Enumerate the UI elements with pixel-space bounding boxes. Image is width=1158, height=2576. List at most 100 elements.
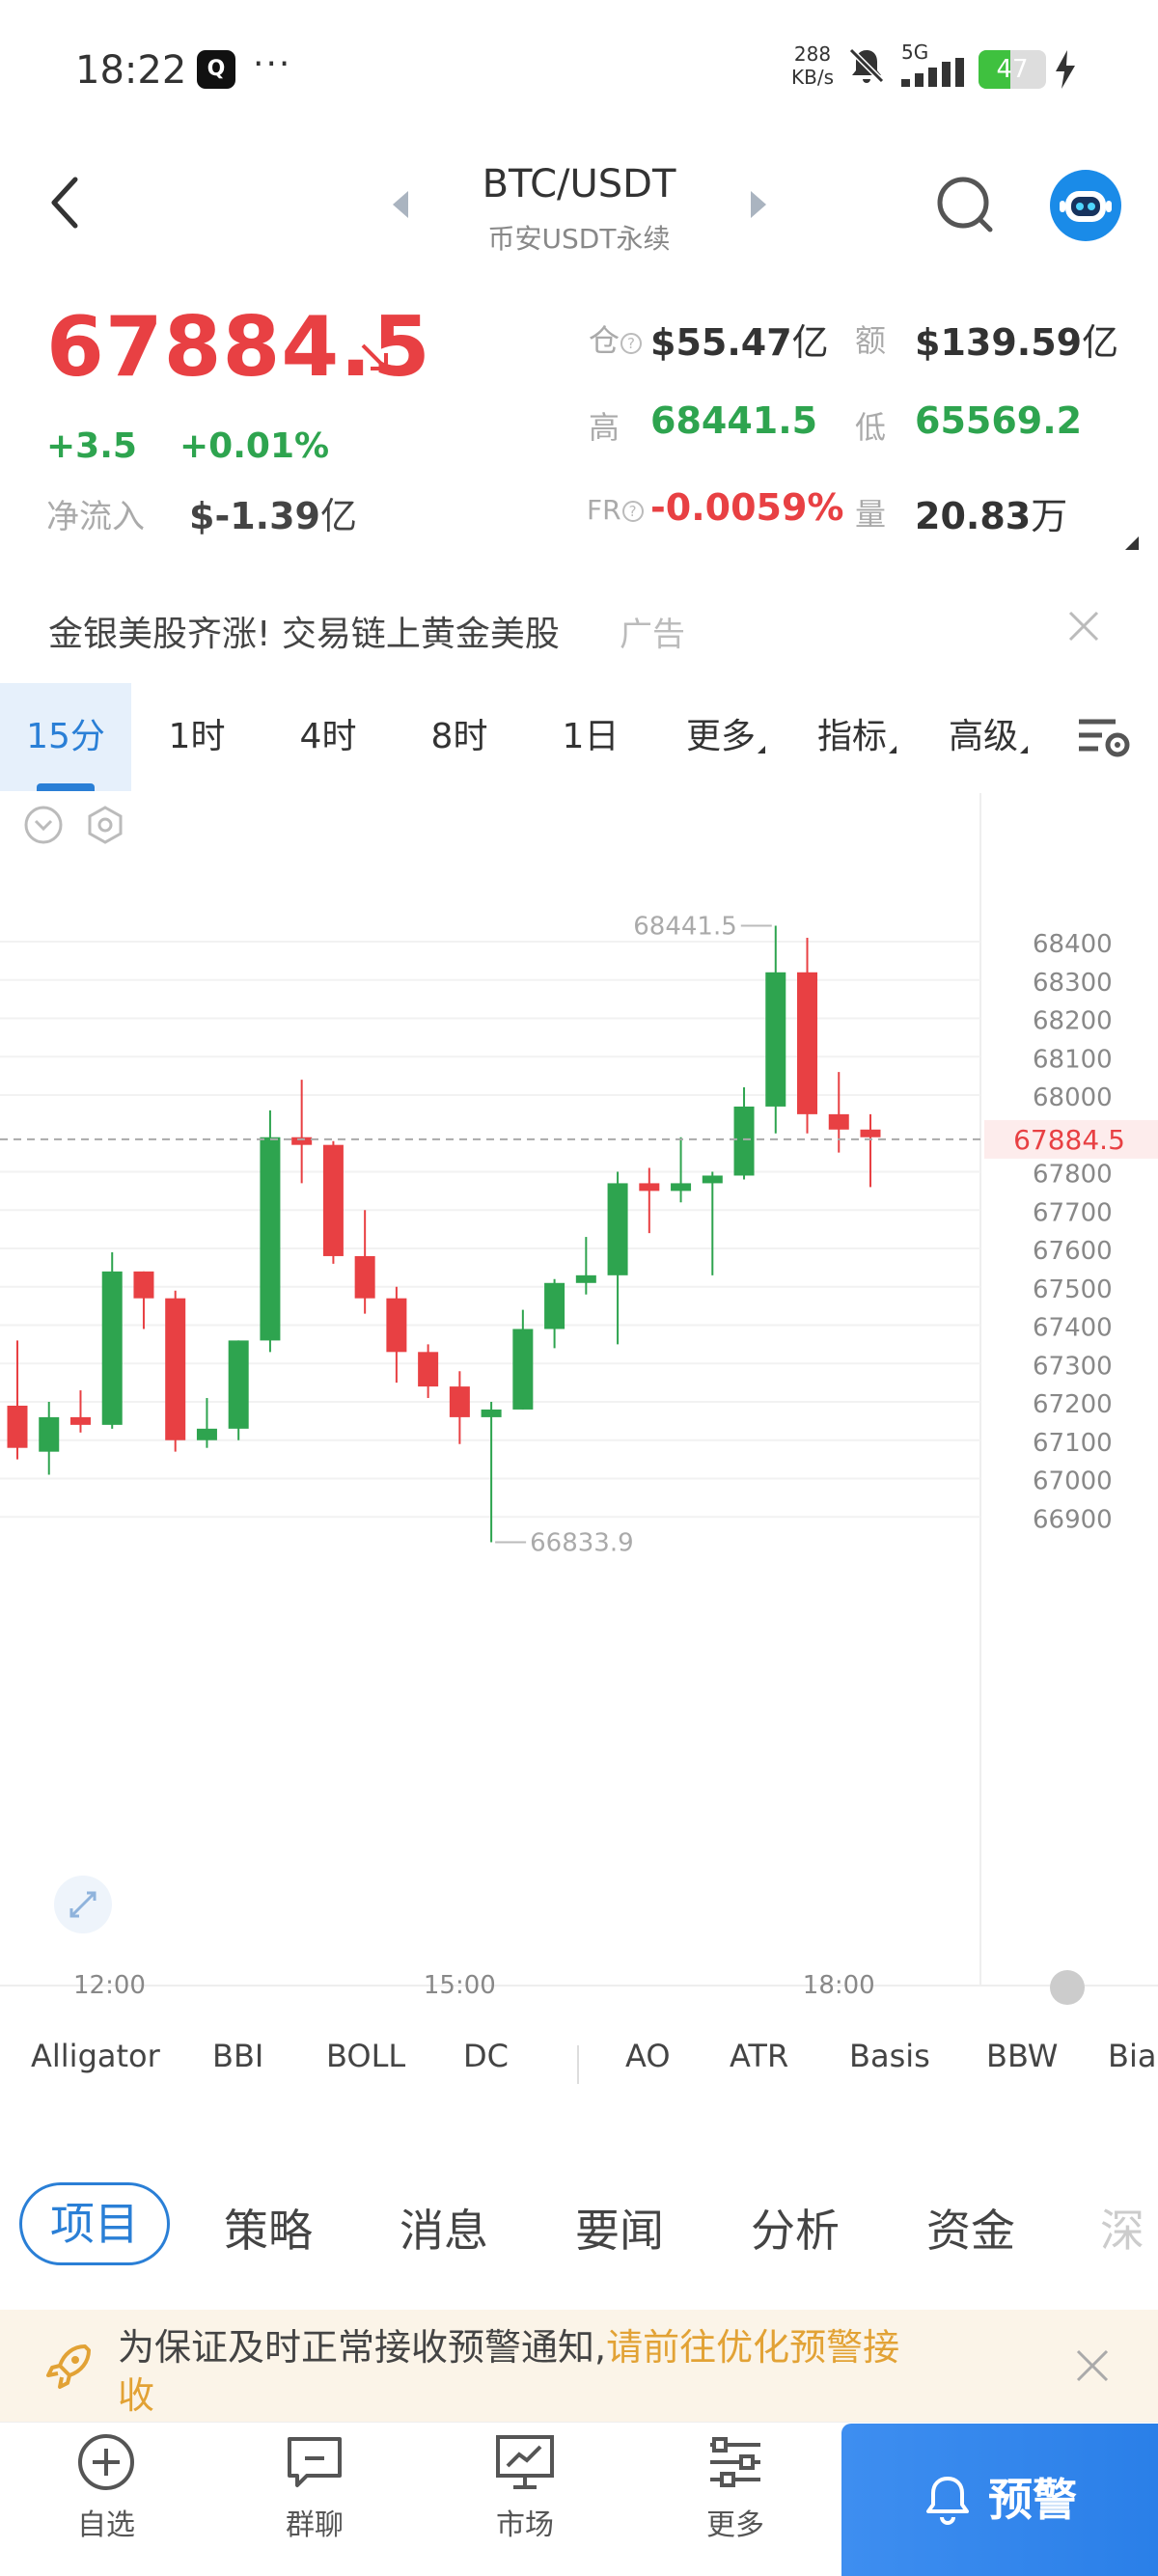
indicator-atr[interactable]: ATR xyxy=(730,2038,789,2074)
scroll-latest-icon xyxy=(1050,1970,1085,2005)
indicator-ao[interactable]: AO xyxy=(625,2038,671,2074)
candle-body xyxy=(860,1129,881,1137)
candle-body xyxy=(165,1298,186,1440)
indicator-basis[interactable]: Basis xyxy=(849,2038,930,2074)
divider xyxy=(577,2045,579,2084)
turnover-amount: $139.59 xyxy=(915,321,1083,364)
section-tab-strategy[interactable]: 策略 xyxy=(224,2205,313,2257)
charging-icon xyxy=(1054,50,1077,93)
section-tab-depth[interactable]: 深 xyxy=(1100,2205,1144,2257)
ad-text[interactable]: 金银美股齐涨! 交易链上黄金美股 xyxy=(48,615,560,654)
candle-body xyxy=(39,1416,60,1452)
rocket-icon xyxy=(42,2339,96,2397)
network-speed-unit: KB/s xyxy=(791,66,834,89)
candlestick-chart[interactable]: 68400 68300 68200 68100 68000 67800 67700 67600… xyxy=(0,793,1158,2005)
dropdown-icon xyxy=(889,746,896,754)
nav-group-chat[interactable]: 群聊 xyxy=(257,2431,372,2543)
candle-body xyxy=(69,1416,91,1425)
notice-link[interactable]: 请前往优化预警接 xyxy=(606,2326,900,2369)
tf-1d[interactable]: 1日 xyxy=(562,717,620,756)
netflow-value: $-1.39亿 xyxy=(189,486,357,539)
signal-icon xyxy=(901,58,965,91)
indicator-bbi[interactable]: BBI xyxy=(212,2038,264,2074)
volume-value: 20.83万 xyxy=(915,486,1067,539)
nav-watchlist-label: 自选 xyxy=(77,2508,135,2542)
x-tick-label: 15:00 xyxy=(424,1971,496,2000)
help-icon[interactable]: ? xyxy=(620,333,643,354)
expand-corner-icon[interactable] xyxy=(1125,536,1139,550)
y-tick-label: 67600 xyxy=(1033,1237,1113,1266)
indicators-menu[interactable]: 指标 xyxy=(797,683,917,791)
tf-4h[interactable]: 4时 xyxy=(299,717,357,756)
candle-body xyxy=(481,1409,502,1417)
collapse-icon[interactable] xyxy=(23,805,64,849)
candle-body xyxy=(260,1137,281,1341)
y-tick-label: 68400 xyxy=(1033,930,1113,959)
section-tab-analysis[interactable]: 分析 xyxy=(751,2205,840,2257)
y-tick-label: 68300 xyxy=(1033,969,1113,998)
netflow-unit: 亿 xyxy=(319,495,357,537)
tf-more[interactable]: 更多 xyxy=(666,683,786,791)
exchange-subtitle: 币安USDT永续 xyxy=(487,223,671,255)
funding-rate-label[interactable]: FR? xyxy=(587,494,644,526)
price-change-percent: +0.01% xyxy=(179,426,330,466)
prev-pair-icon[interactable] xyxy=(391,191,410,222)
indicator-alligator[interactable]: Alligator xyxy=(31,2038,160,2074)
candle-body xyxy=(671,1183,692,1192)
candle-body xyxy=(575,1274,596,1283)
y-tick-label: 67200 xyxy=(1033,1390,1113,1419)
next-pair-icon[interactable] xyxy=(749,191,768,222)
tf-8h[interactable]: 8时 xyxy=(430,717,488,756)
open-interest-amount: $55.47 xyxy=(650,321,792,364)
turnover-unit: 亿 xyxy=(1082,321,1119,364)
nav-watchlist[interactable]: 自选 xyxy=(48,2431,164,2543)
battery-icon: 47 xyxy=(979,50,1046,89)
x-axis: 12:00 15:00 18:00 xyxy=(73,1971,875,2000)
search-icon[interactable] xyxy=(934,174,996,239)
chart-settings-icon[interactable] xyxy=(1077,714,1131,764)
section-tab-projects[interactable]: 项目 xyxy=(19,2182,170,2265)
y-tick-label: 67400 xyxy=(1033,1314,1113,1343)
dropdown-icon xyxy=(1020,746,1028,754)
chart-config-icon[interactable] xyxy=(85,805,125,849)
price-alert-button[interactable]: 预警 xyxy=(841,2424,1158,2576)
section-tab-headlines[interactable]: 要闻 xyxy=(575,2205,664,2257)
section-tab-funds[interactable]: 资金 xyxy=(926,2205,1015,2257)
tf-15m[interactable]: 15分 xyxy=(0,683,131,791)
candle-body xyxy=(386,1298,407,1353)
price-alert-label: 预警 xyxy=(988,2474,1077,2526)
nav-market-label: 市场 xyxy=(496,2508,554,2542)
timeframe-bar: 15分 1时 4时 8时 1日 更多 指标 高级 xyxy=(0,683,1158,791)
indicator-bbw[interactable]: BBW xyxy=(986,2038,1059,2074)
section-tab-messages[interactable]: 消息 xyxy=(400,2205,488,2257)
close-icon[interactable] xyxy=(1067,610,1100,646)
open-interest-label[interactable]: 仓? xyxy=(589,316,643,361)
advanced-menu[interactable]: 高级 xyxy=(928,683,1048,791)
pair-title[interactable]: BTC/USDT xyxy=(482,162,676,206)
low-marker-label: 66833.9 xyxy=(530,1529,634,1558)
volume-unit: 万 xyxy=(1031,495,1068,537)
nav-more[interactable]: 更多 xyxy=(677,2431,793,2543)
notice-link-continued[interactable]: 收 xyxy=(118,2374,155,2417)
tf-1h[interactable]: 1时 xyxy=(168,717,226,756)
y-tick-label: 66900 xyxy=(1033,1505,1113,1534)
robot-avatar-icon[interactable] xyxy=(1050,170,1121,241)
price-change: +3.5 xyxy=(46,426,137,466)
y-tick-label: 67500 xyxy=(1033,1275,1113,1304)
help-icon[interactable]: ? xyxy=(621,501,644,522)
close-icon[interactable] xyxy=(1075,2348,1110,2387)
indicator-bias[interactable]: Bias xyxy=(1108,2038,1158,2074)
netflow-label: 净流入 xyxy=(46,498,145,536)
high-marker-label: 68441.5 xyxy=(633,913,737,942)
indicator-boll[interactable]: BOLL xyxy=(326,2038,406,2074)
network-type: 5G xyxy=(901,41,929,64)
fullscreen-icon[interactable] xyxy=(54,1876,112,1937)
candle-body xyxy=(418,1352,439,1387)
indicator-dc[interactable]: DC xyxy=(463,2038,509,2074)
indicators-label: 指标 xyxy=(816,717,887,756)
candle-body xyxy=(101,1271,123,1425)
candle-body xyxy=(544,1282,565,1329)
turnover-value: $139.59亿 xyxy=(915,313,1118,366)
nav-market[interactable]: 市场 xyxy=(467,2431,583,2543)
back-icon[interactable] xyxy=(50,174,79,235)
